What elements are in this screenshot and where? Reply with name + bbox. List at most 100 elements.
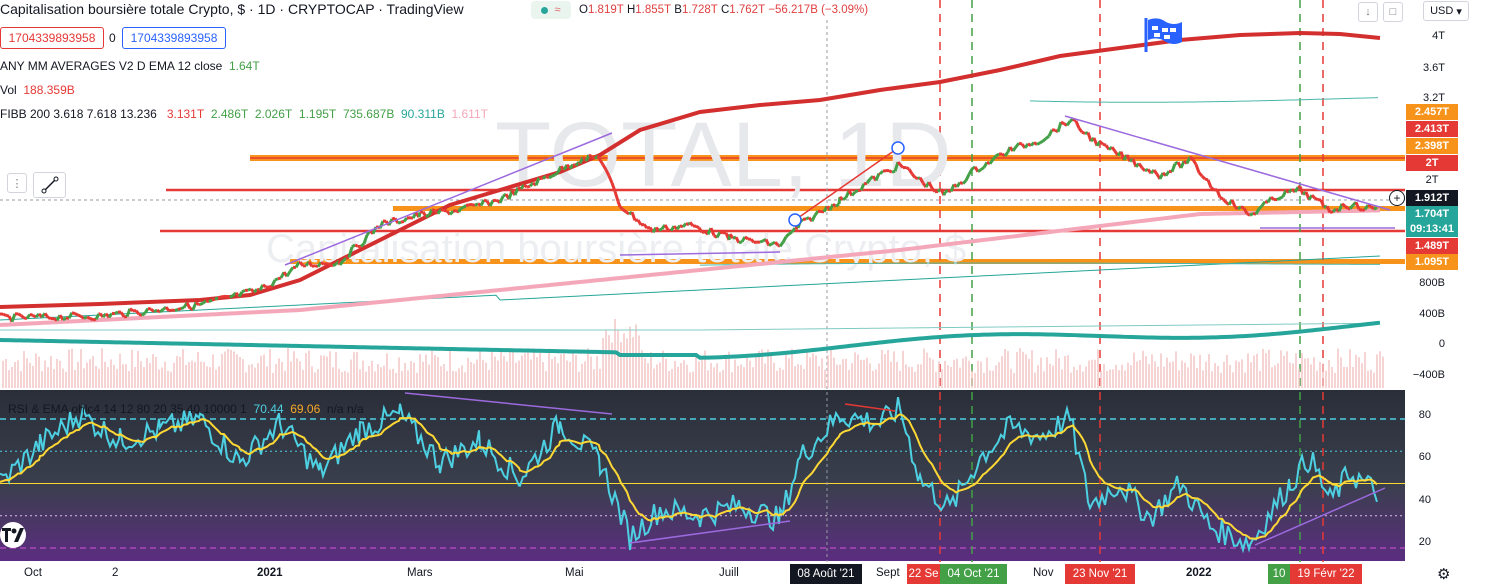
- title-separator: ·: [374, 1, 387, 17]
- volume-indicator-legend[interactable]: Vol 188.359B: [0, 83, 75, 97]
- volume-bar: [632, 337, 634, 388]
- price-line-segment: [1329, 210, 1334, 214]
- volume-bar: [32, 365, 34, 388]
- volume-bar: [956, 358, 958, 388]
- volume-bar: [1328, 360, 1330, 388]
- price-line-segment: [1060, 120, 1065, 126]
- symbol-header[interactable]: Capitalisation boursière totale Crypto, …: [0, 1, 464, 17]
- volume-bar: [572, 350, 574, 388]
- volume-bar: [1349, 349, 1351, 388]
- volume-bar: [560, 354, 562, 388]
- volume-bar: [566, 360, 568, 388]
- trendline-tool-icon[interactable]: [33, 172, 66, 198]
- volume-bar: [689, 372, 691, 388]
- volume-bar: [623, 333, 625, 388]
- volume-bar: [515, 362, 517, 388]
- price-line-segment: [1045, 134, 1050, 140]
- price-line-segment: [10, 313, 17, 323]
- fullscreen-icon[interactable]: □: [1383, 2, 1403, 22]
- price-line-segment: [835, 202, 840, 208]
- price-line-segment: [1242, 207, 1249, 215]
- quantity-field[interactable]: 0: [109, 31, 116, 45]
- price-line-segment: [1310, 194, 1317, 200]
- volume-bar: [107, 367, 109, 388]
- volume-bar: [302, 369, 304, 388]
- sell-button[interactable]: 1704339893958: [0, 27, 104, 49]
- price-line-segment: [572, 163, 577, 168]
- volume-bar: [446, 371, 448, 388]
- price-line-segment: [977, 168, 982, 173]
- rsi-indicator-name: RSI & EMA ohlc4 14 12 80 20 35 40 10000 …: [8, 402, 247, 416]
- title-separator: ·: [245, 1, 258, 17]
- volume-bar: [791, 348, 793, 388]
- price-line-segment: [810, 214, 817, 222]
- volume-bar: [1130, 365, 1132, 388]
- volume-bar: [125, 364, 127, 388]
- price-line-segment: [168, 308, 173, 313]
- volume-bar: [878, 363, 880, 388]
- price-line-segment: [17, 312, 22, 317]
- price-line-segment: [759, 239, 764, 244]
- tradingview-logo[interactable]: [0, 522, 26, 548]
- volume-bar: [1184, 362, 1186, 388]
- volume-bar: [1322, 363, 1324, 388]
- volume-bar: [1280, 350, 1282, 388]
- volume-bar: [59, 360, 61, 388]
- volume-bar: [809, 357, 811, 388]
- price-line-segment: [1254, 207, 1261, 215]
- volume-bar: [908, 366, 910, 388]
- volume-bar: [1085, 366, 1087, 388]
- volume-bar: [812, 353, 814, 388]
- fibb-indicator-legend[interactable]: FIBB 200 3.618 7.618 13.236 3.131T 2.486…: [0, 107, 488, 121]
- price-line-segment: [658, 227, 663, 232]
- volume-bar: [182, 349, 184, 388]
- volume-bar: [554, 356, 556, 388]
- price-line-segment: [5, 313, 10, 318]
- drag-handle-icon[interactable]: ⋮: [7, 173, 27, 193]
- currency-select[interactable]: USD ▾: [1423, 1, 1469, 21]
- volume-bar: [152, 354, 154, 388]
- price-line-segment: [613, 190, 620, 202]
- volume-bar: [281, 361, 283, 388]
- chevron-down-icon: ▾: [1453, 5, 1462, 18]
- rsi-indicator-legend[interactable]: RSI & EMA ohlc4 14 12 80 20 35 40 10000 …: [8, 402, 364, 416]
- price-line-segment: [214, 296, 219, 301]
- price-line-segment: [427, 208, 434, 216]
- volume-bar: [818, 366, 820, 388]
- volume-bar: [98, 368, 100, 388]
- fib-line-1.704T: [393, 206, 1405, 211]
- interval-label[interactable]: 1D: [257, 1, 276, 17]
- volume-bar: [155, 356, 157, 388]
- market-status-badge[interactable]: ≈: [531, 1, 571, 19]
- price-line-segment: [1279, 195, 1284, 200]
- price-line-segment: [359, 242, 366, 248]
- volume-bar: [1052, 365, 1054, 388]
- volume-bar: [62, 368, 64, 388]
- volume-bar: [119, 353, 121, 388]
- flag-icon[interactable]: [1140, 16, 1184, 59]
- volume-bar: [1232, 372, 1234, 388]
- add-alert-icon[interactable]: +: [1389, 190, 1405, 206]
- volume-bar: [260, 355, 262, 388]
- settings-gear-icon[interactable]: ⚙: [1437, 566, 1451, 583]
- ma-indicator-legend[interactable]: ANY MM AVERAGES V2 D EMA 12 close 1.64T: [0, 59, 260, 73]
- volume-bar: [1220, 372, 1222, 388]
- volume-bar: [254, 367, 256, 388]
- arrow-down-icon[interactable]: ↓: [1358, 2, 1378, 22]
- volume-bar: [341, 372, 343, 388]
- volume-bar: [122, 364, 124, 388]
- volume-bar: [824, 369, 826, 388]
- volume-bar: [521, 355, 523, 388]
- volume-bar: [971, 370, 973, 388]
- volume-bar: [479, 350, 481, 388]
- price-line-segment: [1033, 141, 1038, 146]
- volume-bar: [944, 360, 946, 388]
- price-line-segment: [211, 297, 216, 302]
- volume-bar: [650, 352, 652, 388]
- volume-bar: [857, 354, 859, 388]
- price-line-segment: [270, 279, 277, 287]
- volume-bar: [695, 354, 697, 388]
- buy-button[interactable]: 1704339893958: [122, 27, 226, 49]
- volume-bar: [752, 367, 754, 388]
